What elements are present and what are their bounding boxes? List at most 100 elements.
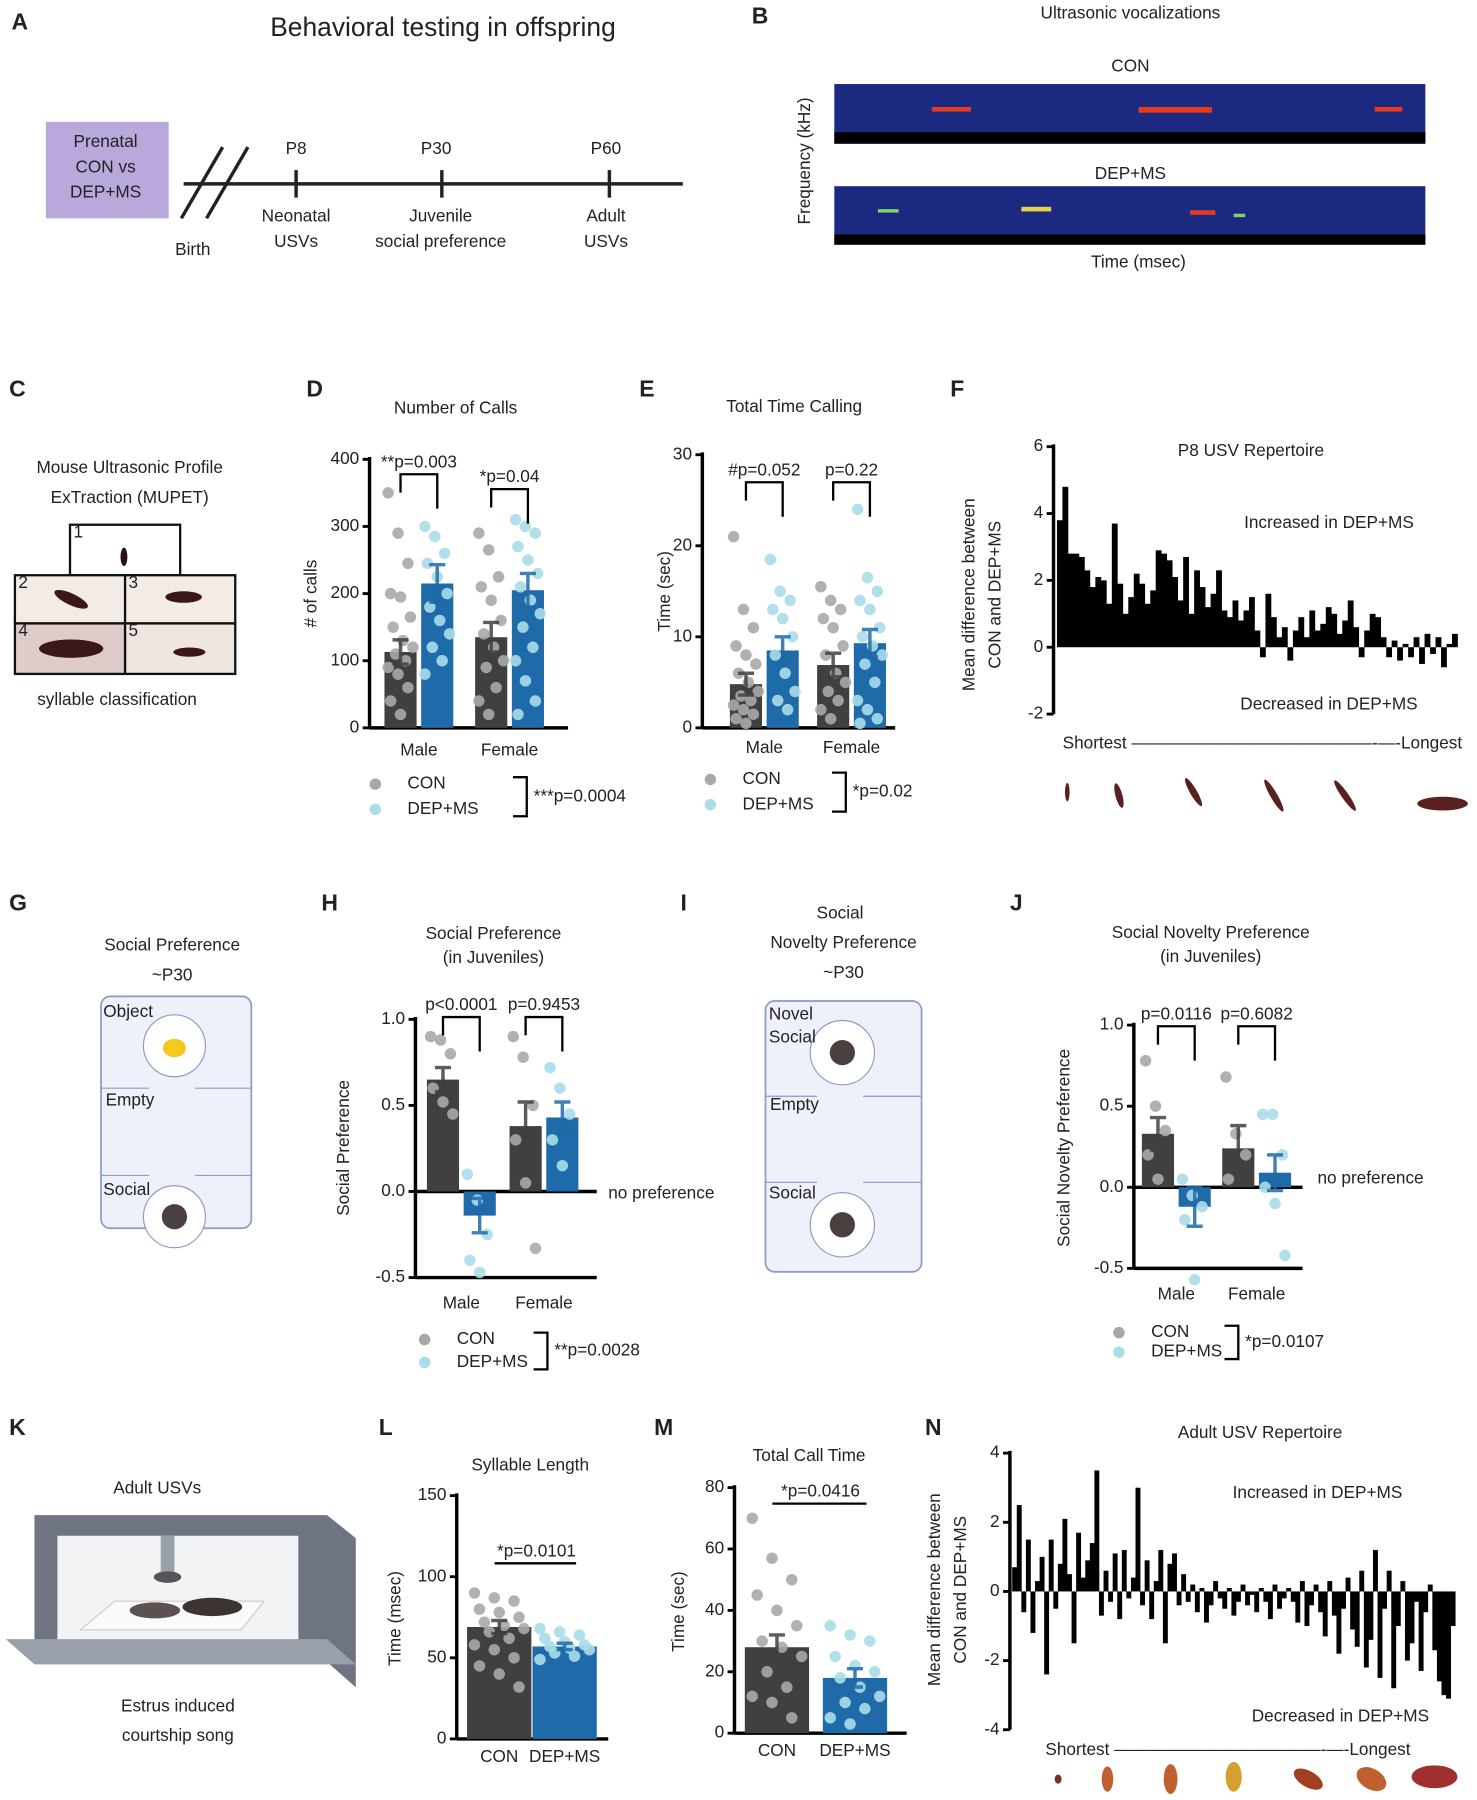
legend-marker xyxy=(1113,1326,1125,1339)
bar xyxy=(1377,1591,1383,1678)
bar xyxy=(1314,630,1321,648)
bar xyxy=(1080,1577,1086,1592)
bar xyxy=(1287,647,1294,661)
data-point xyxy=(832,694,844,707)
mouse xyxy=(129,1602,181,1619)
annotation: Increased in DEP+MS xyxy=(1233,1482,1403,1502)
call xyxy=(1190,210,1216,215)
bar xyxy=(1435,637,1442,648)
bar xyxy=(1419,647,1425,664)
data-point xyxy=(790,1619,803,1632)
data-point xyxy=(473,527,485,539)
zone-label: Social xyxy=(769,1026,816,1046)
bar xyxy=(1265,593,1272,648)
cell-number: 5 xyxy=(129,620,139,640)
y-tick-label: 400 xyxy=(331,448,360,468)
data-point xyxy=(815,580,827,593)
error-bar xyxy=(392,638,409,666)
syllable xyxy=(1101,1766,1114,1792)
data-point xyxy=(771,1604,783,1617)
bar xyxy=(1254,630,1261,648)
bar xyxy=(1336,633,1343,648)
x-axis-label: Shortest ——————————————-—-Longest xyxy=(1063,732,1463,752)
data-point xyxy=(382,661,394,674)
bar xyxy=(1304,1591,1310,1627)
bar xyxy=(1413,637,1420,648)
data-point xyxy=(407,641,419,654)
data-point xyxy=(839,1696,851,1709)
bar xyxy=(1053,1591,1059,1609)
data-point xyxy=(869,676,881,689)
data-point xyxy=(822,685,834,698)
stage-age: P30 xyxy=(421,138,452,158)
data-point xyxy=(1269,1197,1281,1210)
bar xyxy=(1414,1591,1420,1602)
data-point xyxy=(438,547,451,560)
legend-marker xyxy=(704,773,717,786)
bar xyxy=(1404,1591,1410,1661)
data-point xyxy=(437,1096,449,1108)
data-point xyxy=(824,1712,837,1724)
y-tick-label: 6 xyxy=(1034,435,1044,455)
error-bar xyxy=(825,651,842,679)
data-point xyxy=(874,621,886,634)
bar xyxy=(1213,1581,1219,1592)
y-axis-label: Mean difference between xyxy=(958,498,978,691)
cell-number: 4 xyxy=(18,620,28,640)
syllable xyxy=(1334,780,1356,811)
stage-label: social preference xyxy=(375,231,506,251)
bar xyxy=(1322,1591,1328,1637)
data-point xyxy=(861,703,874,716)
arena xyxy=(764,1000,923,1273)
panel-letters: A B C D E F G H I J K L M N xyxy=(9,3,1022,1441)
data-point xyxy=(493,1606,505,1619)
bar xyxy=(1158,1549,1164,1592)
bar xyxy=(1128,597,1135,648)
annotation: *p=0.0101 xyxy=(497,1540,576,1560)
y-tick-label: 100 xyxy=(418,1565,447,1585)
microphone xyxy=(160,1535,175,1573)
bar xyxy=(1210,593,1217,648)
data-point xyxy=(820,649,832,661)
y-axis-label: Time (msec) xyxy=(384,1571,404,1666)
data-point xyxy=(498,1619,510,1632)
bar xyxy=(1281,627,1288,648)
data-point xyxy=(519,520,532,533)
bar xyxy=(1222,1591,1228,1609)
data-point xyxy=(747,621,760,634)
bar xyxy=(1364,630,1371,648)
microphone xyxy=(153,1571,182,1583)
legend-label: CON xyxy=(1151,1321,1189,1341)
data-point xyxy=(517,1051,529,1063)
legend-label: CON xyxy=(407,773,445,793)
error-bar xyxy=(1149,1115,1166,1152)
data-point xyxy=(532,567,544,580)
zone-label: Object xyxy=(103,1001,153,1021)
data-point xyxy=(740,649,752,661)
y-tick-label: 20 xyxy=(673,534,692,554)
y-tick-label: 0.0 xyxy=(1100,1176,1124,1196)
chart-title: Syllable Length xyxy=(471,1454,589,1474)
panel-letter: F xyxy=(950,376,964,402)
caption: syllable classification xyxy=(37,689,197,709)
y-axis-label: Social Preference xyxy=(333,1080,353,1216)
data-point xyxy=(429,530,441,543)
row-label: DEP+MS xyxy=(1095,163,1166,183)
data-point xyxy=(1152,1173,1164,1185)
data-point xyxy=(1179,1213,1191,1226)
bar xyxy=(1436,1591,1442,1682)
bar xyxy=(1238,620,1244,648)
y-tick-label: 300 xyxy=(331,515,360,535)
legend-label: CON xyxy=(743,768,781,788)
bar xyxy=(1062,486,1069,648)
data-point xyxy=(493,1668,505,1680)
bar xyxy=(1084,570,1091,648)
data-point xyxy=(871,585,884,598)
bar xyxy=(1085,1560,1091,1592)
y-tick-label: -0.5 xyxy=(375,1266,405,1286)
bar xyxy=(1149,1591,1155,1620)
bar xyxy=(1226,1587,1232,1592)
y-tick-label: 1.0 xyxy=(1100,1014,1124,1034)
cell-number: 2 xyxy=(18,572,28,592)
